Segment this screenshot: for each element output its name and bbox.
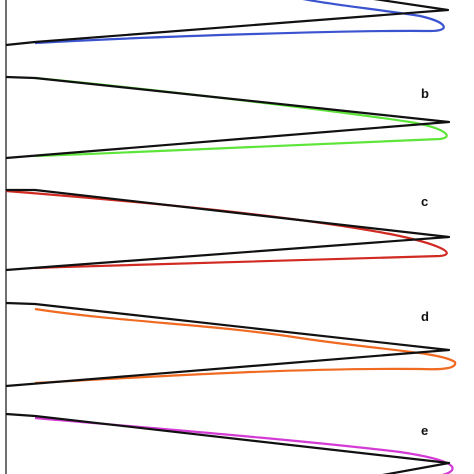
panel-b-reference-profile bbox=[5, 75, 451, 160]
panel-e-colored-profile bbox=[34, 416, 454, 474]
panel-b-label: b bbox=[421, 86, 429, 101]
panel-a bbox=[5, 0, 450, 47]
panel-d bbox=[5, 301, 457, 388]
panel-a-reference-profile bbox=[5, 0, 450, 47]
panel-a-colored-profile bbox=[34, 0, 445, 45]
panel-b bbox=[5, 75, 451, 160]
panel-c-label: c bbox=[421, 194, 429, 209]
panel-c-reference-profile bbox=[5, 188, 451, 272]
panel-c bbox=[5, 188, 451, 272]
panel-e-reference-profile bbox=[5, 412, 451, 474]
panel-d-label: d bbox=[421, 309, 429, 324]
panel-e-label: e bbox=[421, 423, 429, 438]
panel-d-colored-profile bbox=[34, 307, 457, 385]
panel-d-reference-profile bbox=[5, 301, 451, 388]
panel-b-colored-profile bbox=[34, 76, 448, 158]
panel-e bbox=[5, 412, 454, 474]
